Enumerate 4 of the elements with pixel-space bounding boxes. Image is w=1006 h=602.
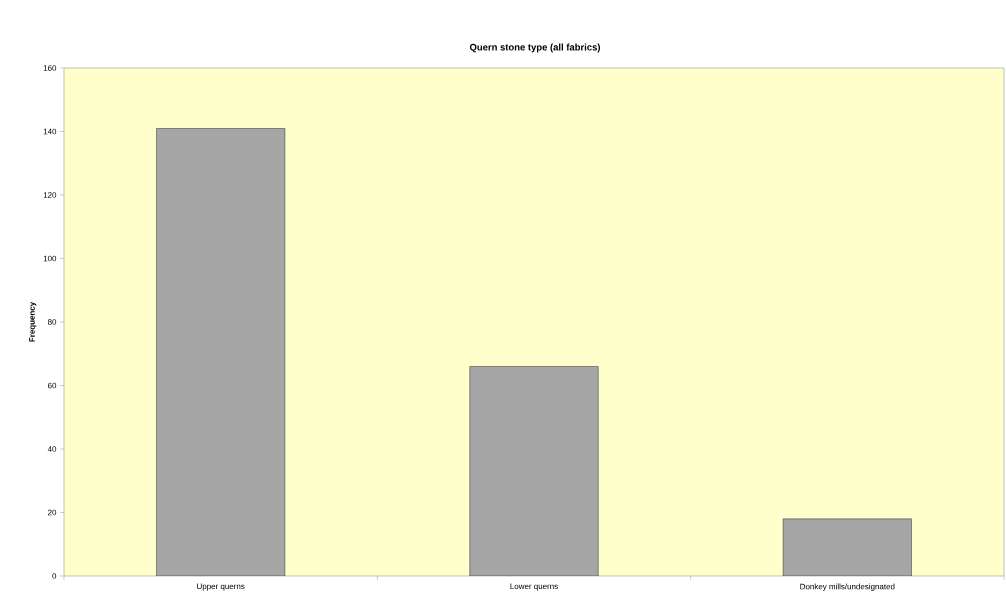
bar [469, 366, 599, 576]
chart-title: Quern stone type (all fabrics) [469, 43, 601, 53]
bar [782, 518, 912, 576]
bar [156, 128, 286, 576]
